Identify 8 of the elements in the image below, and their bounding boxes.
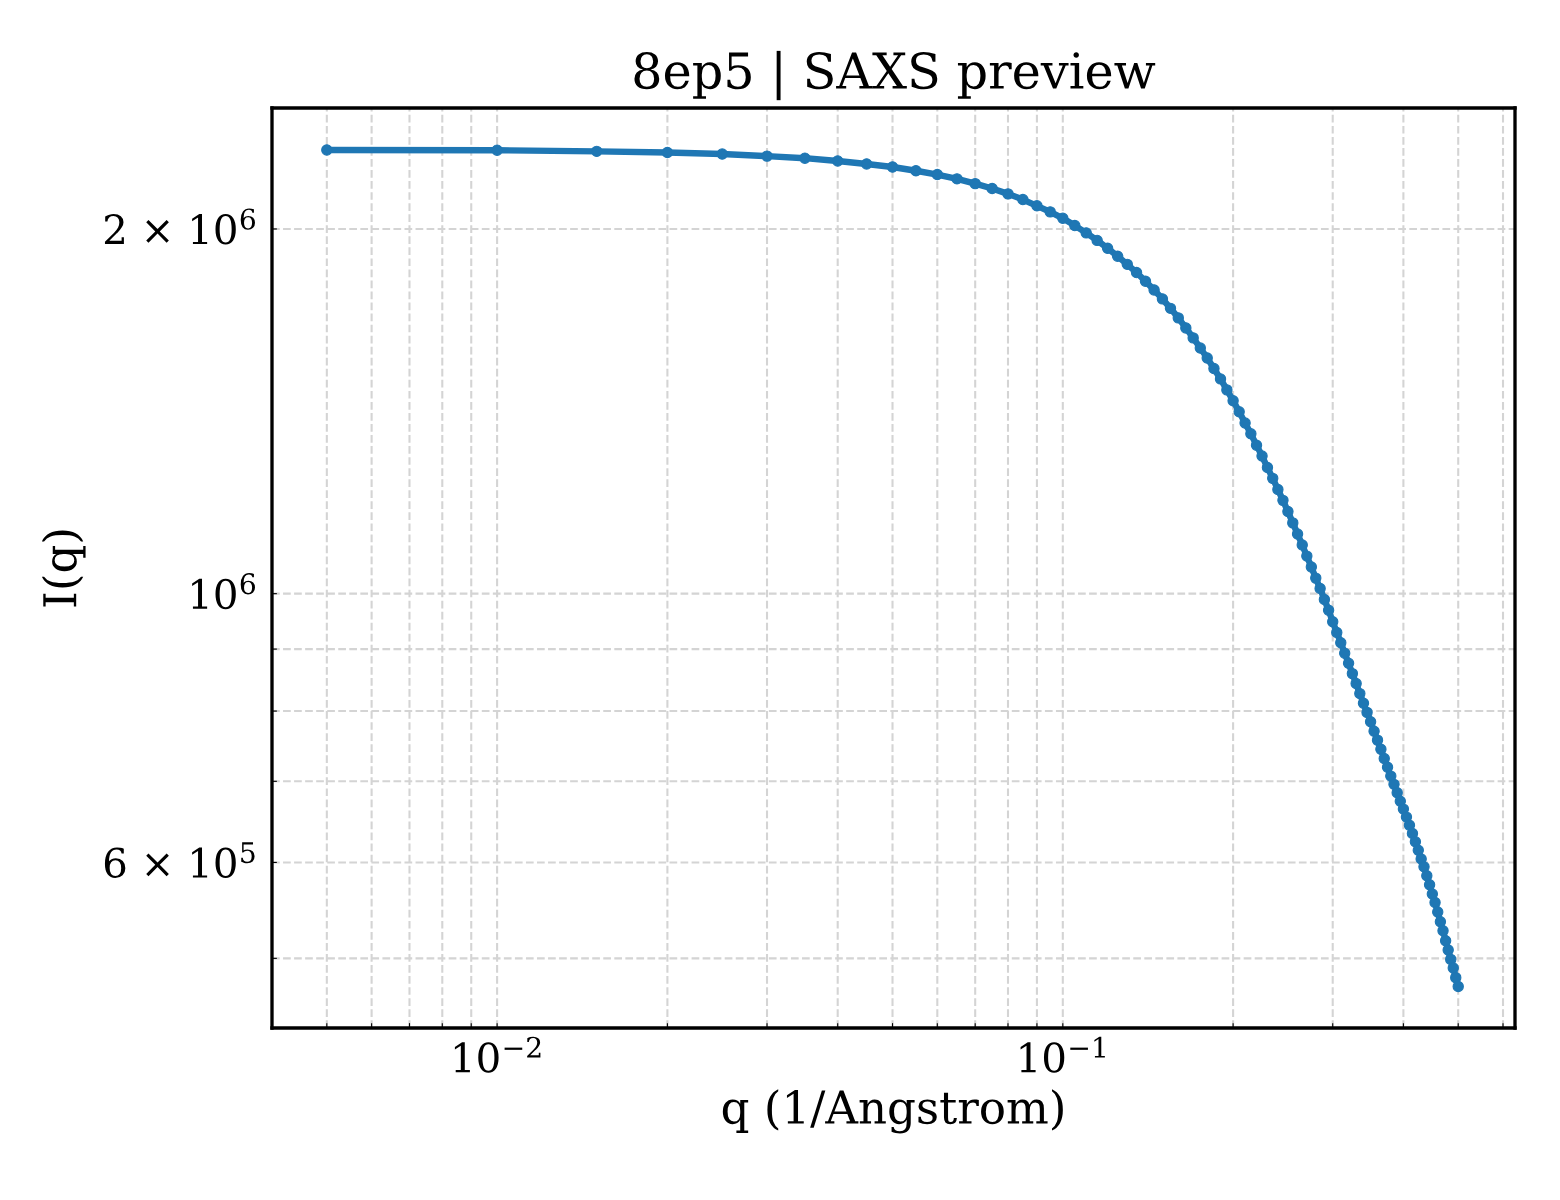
y-tick-label: 2 × 10$^{6}$ — [104, 208, 255, 245]
chart-title: 8ep5 | SAXS preview — [634, 50, 1156, 101]
x-tick-label: 10$^{−2}$ — [454, 1036, 541, 1073]
x-axis-title: q (1/Angstrom) — [722, 1089, 1063, 1134]
y-tick-label: 6 × 10$^{5}$ — [104, 842, 255, 879]
y-tick-label: 10$^{6}$ — [192, 573, 255, 610]
x-tick-label: 10$^{−1}$ — [1020, 1036, 1105, 1073]
y-axis-title: I(q) — [41, 530, 86, 607]
